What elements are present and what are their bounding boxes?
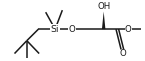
Polygon shape [102, 12, 105, 29]
Text: O: O [68, 25, 75, 34]
Text: O: O [119, 49, 126, 58]
Text: O: O [125, 25, 132, 34]
Text: Si: Si [51, 25, 59, 34]
Text: OH: OH [98, 2, 111, 11]
